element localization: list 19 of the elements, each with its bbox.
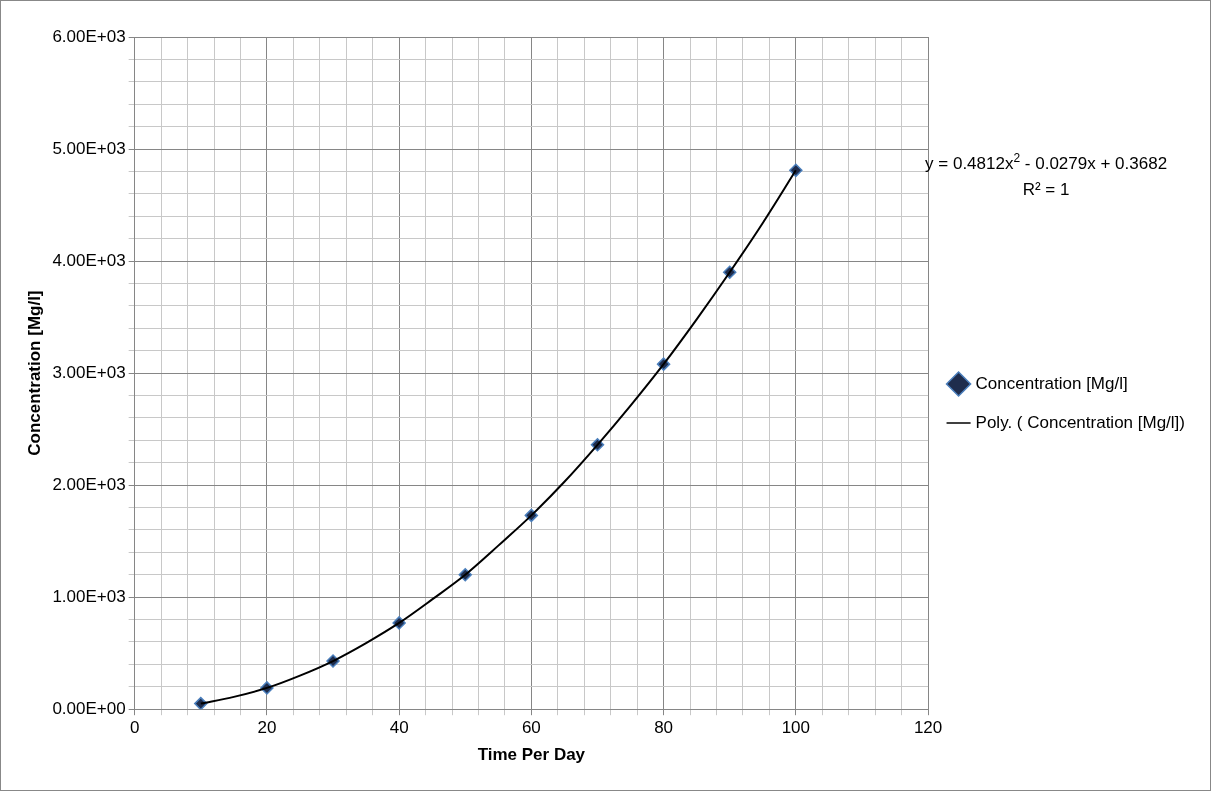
y-axis-title: Concentration [Mg/l] bbox=[24, 290, 44, 456]
x-tick-label: 100 bbox=[781, 718, 811, 738]
y-tick-label: 0.00E+00 bbox=[52, 698, 126, 718]
x-axis-title: Time Per Day bbox=[477, 745, 586, 765]
y-tick-label: 5.00E+03 bbox=[52, 138, 126, 158]
x-tick-label: 40 bbox=[389, 718, 409, 738]
y-tick-label: 4.00E+03 bbox=[52, 250, 126, 270]
x-tick-label: 120 bbox=[913, 718, 943, 738]
x-tick-label: 60 bbox=[521, 718, 541, 738]
legend-label: Concentration [Mg/l] bbox=[975, 373, 1128, 393]
y-tick-label: 6.00E+03 bbox=[52, 26, 126, 46]
y-tick-label: 1.00E+03 bbox=[52, 586, 126, 606]
y-tick-label: 2.00E+03 bbox=[52, 474, 126, 494]
y-tick-label: 3.00E+03 bbox=[52, 362, 126, 382]
x-tick-label: 80 bbox=[654, 718, 674, 738]
x-tick-label: 0 bbox=[129, 718, 140, 738]
legend-label: Poly. ( Concentration [Mg/l]) bbox=[975, 412, 1186, 432]
x-tick-label: 20 bbox=[257, 718, 277, 738]
text: R² = 1 bbox=[1022, 180, 1070, 199]
